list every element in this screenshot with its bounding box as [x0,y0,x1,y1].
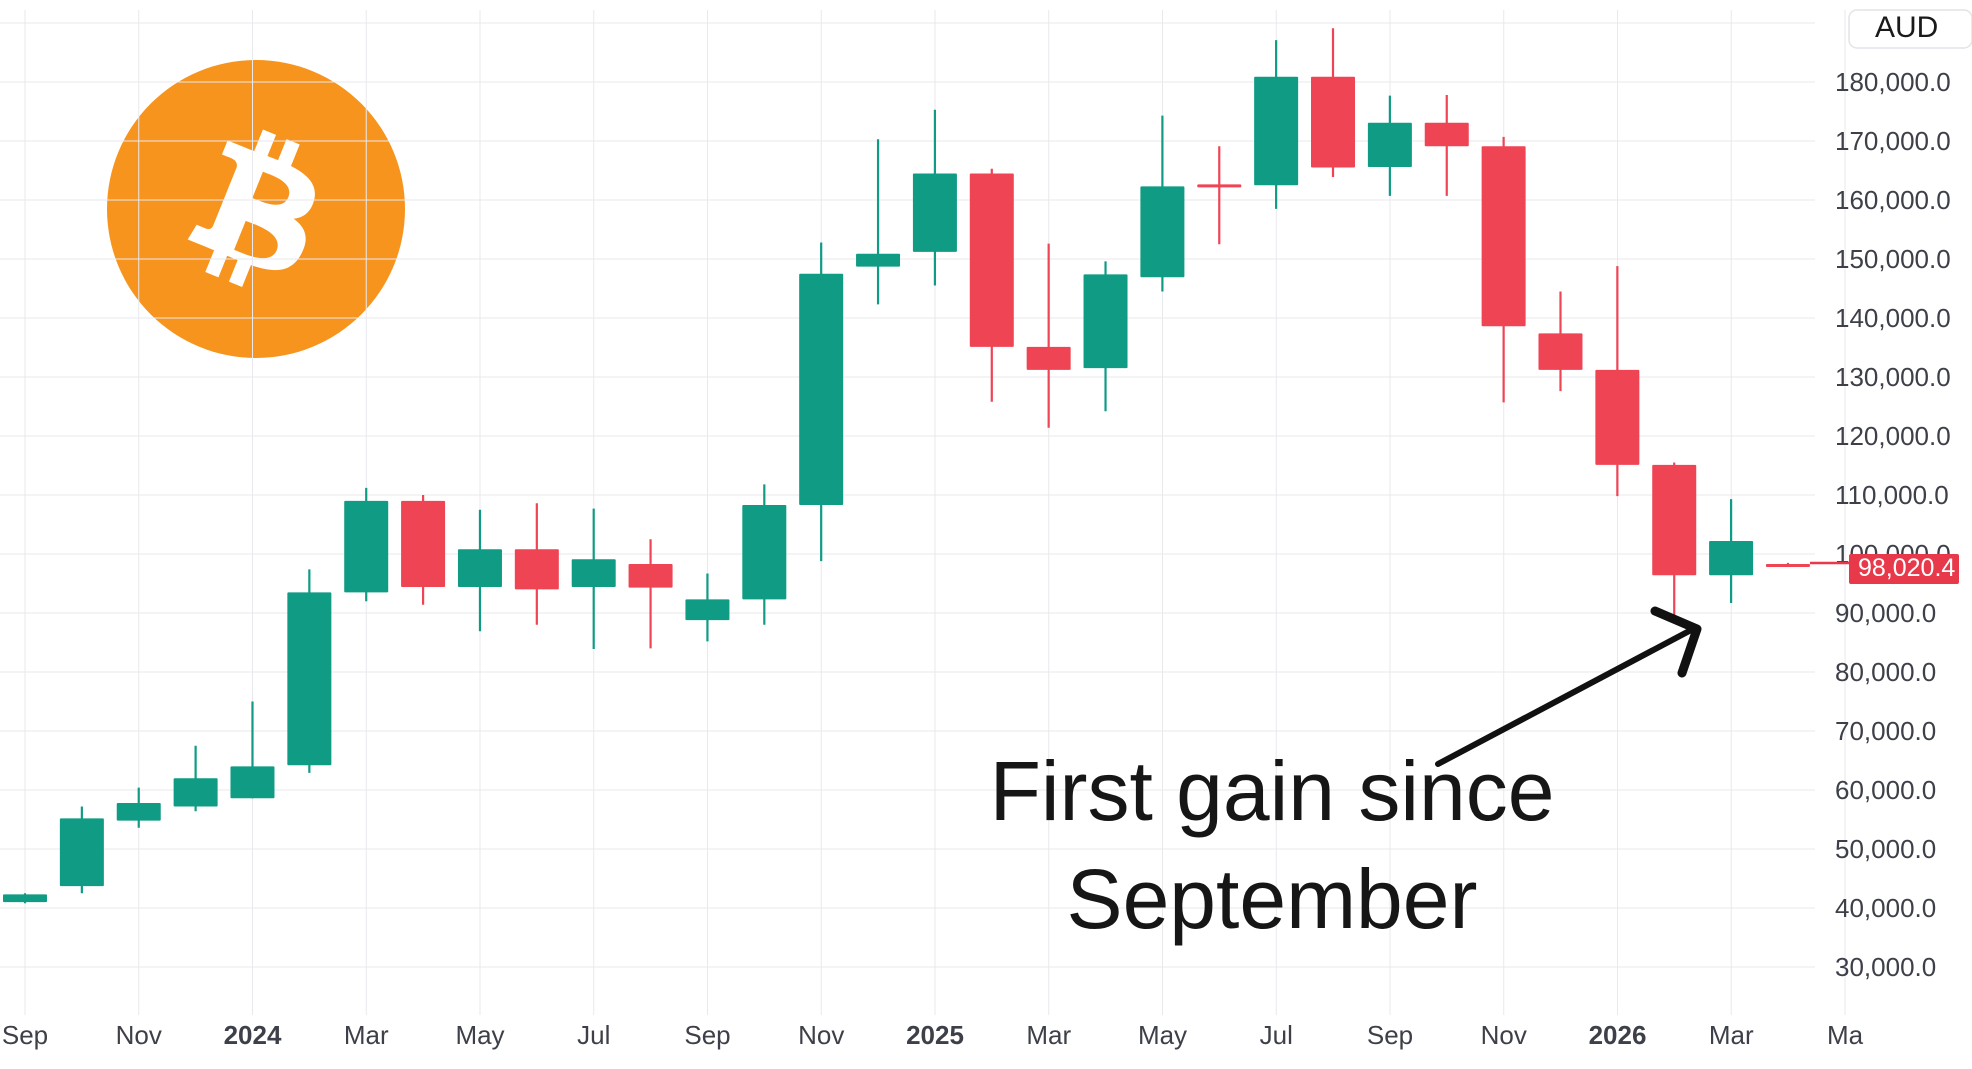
svg-text:AUD: AUD [1875,11,1938,44]
svg-text:Sep: Sep [684,1020,730,1050]
svg-text:Mar: Mar [1709,1020,1754,1050]
svg-text:30,000.0: 30,000.0 [1835,952,1936,982]
svg-text:Mar: Mar [1026,1020,1071,1050]
svg-text:September: September [1067,852,1478,946]
svg-text:Sep: Sep [1367,1020,1413,1050]
svg-text:Nov: Nov [798,1020,844,1050]
svg-text:Ma: Ma [1827,1020,1864,1050]
svg-text:70,000.0: 70,000.0 [1835,716,1936,746]
svg-text:120,000.0: 120,000.0 [1835,421,1951,451]
svg-text:Nov: Nov [1481,1020,1527,1050]
svg-text:140,000.0: 140,000.0 [1835,303,1951,333]
svg-text:80,000.0: 80,000.0 [1835,657,1936,687]
svg-text:Jul: Jul [577,1020,610,1050]
svg-text:2026: 2026 [1589,1020,1647,1050]
svg-text:40,000.0: 40,000.0 [1835,893,1936,923]
svg-text:First gain since: First gain since [990,744,1555,838]
svg-text:May: May [455,1020,504,1050]
svg-text:110,000.0: 110,000.0 [1835,480,1949,510]
svg-text:90,000.0: 90,000.0 [1835,598,1936,628]
svg-text:150,000.0: 150,000.0 [1835,244,1951,274]
svg-text:Sep: Sep [2,1020,48,1050]
svg-text:50,000.0: 50,000.0 [1835,834,1936,864]
svg-text:98,020.4: 98,020.4 [1858,554,1955,582]
svg-text:Nov: Nov [116,1020,162,1050]
svg-text:2024: 2024 [224,1020,282,1050]
svg-text:Mar: Mar [344,1020,389,1050]
svg-text:170,000.0: 170,000.0 [1835,126,1951,156]
svg-text:130,000.0: 130,000.0 [1835,362,1951,392]
svg-text:2025: 2025 [906,1020,964,1050]
svg-text:May: May [1138,1020,1187,1050]
svg-text:180,000.0: 180,000.0 [1835,67,1951,97]
svg-text:Jul: Jul [1260,1020,1293,1050]
svg-text:160,000.0: 160,000.0 [1835,185,1951,215]
svg-text:60,000.0: 60,000.0 [1835,775,1936,805]
